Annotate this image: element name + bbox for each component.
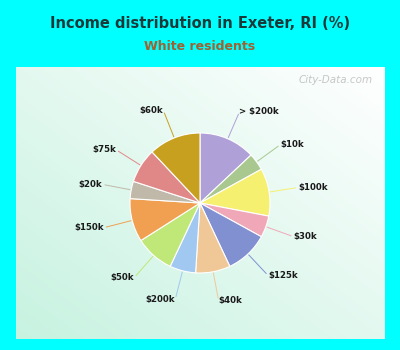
Text: City-Data.com: City-Data.com (299, 75, 373, 85)
Text: $125k: $125k (268, 271, 298, 280)
Text: $50k: $50k (111, 273, 134, 282)
Text: $200k: $200k (146, 295, 175, 304)
Wedge shape (200, 169, 270, 216)
Text: $60k: $60k (140, 106, 164, 115)
Text: $150k: $150k (74, 223, 104, 232)
Text: $30k: $30k (294, 232, 317, 241)
Wedge shape (200, 133, 251, 203)
Text: $40k: $40k (219, 296, 242, 305)
Text: Income distribution in Exeter, RI (%): Income distribution in Exeter, RI (%) (50, 16, 350, 31)
Wedge shape (130, 198, 200, 240)
Wedge shape (130, 181, 200, 203)
Wedge shape (196, 203, 230, 273)
Wedge shape (200, 203, 261, 266)
Text: > $200k: > $200k (240, 107, 279, 116)
Text: White residents: White residents (144, 40, 256, 53)
Text: $20k: $20k (79, 180, 102, 189)
Text: $100k: $100k (298, 183, 328, 192)
Wedge shape (200, 203, 269, 237)
Text: $10k: $10k (280, 140, 304, 149)
Wedge shape (200, 155, 261, 203)
Wedge shape (170, 203, 200, 273)
Text: $75k: $75k (92, 145, 116, 154)
Wedge shape (141, 203, 200, 266)
Wedge shape (152, 133, 200, 203)
Wedge shape (134, 152, 200, 203)
